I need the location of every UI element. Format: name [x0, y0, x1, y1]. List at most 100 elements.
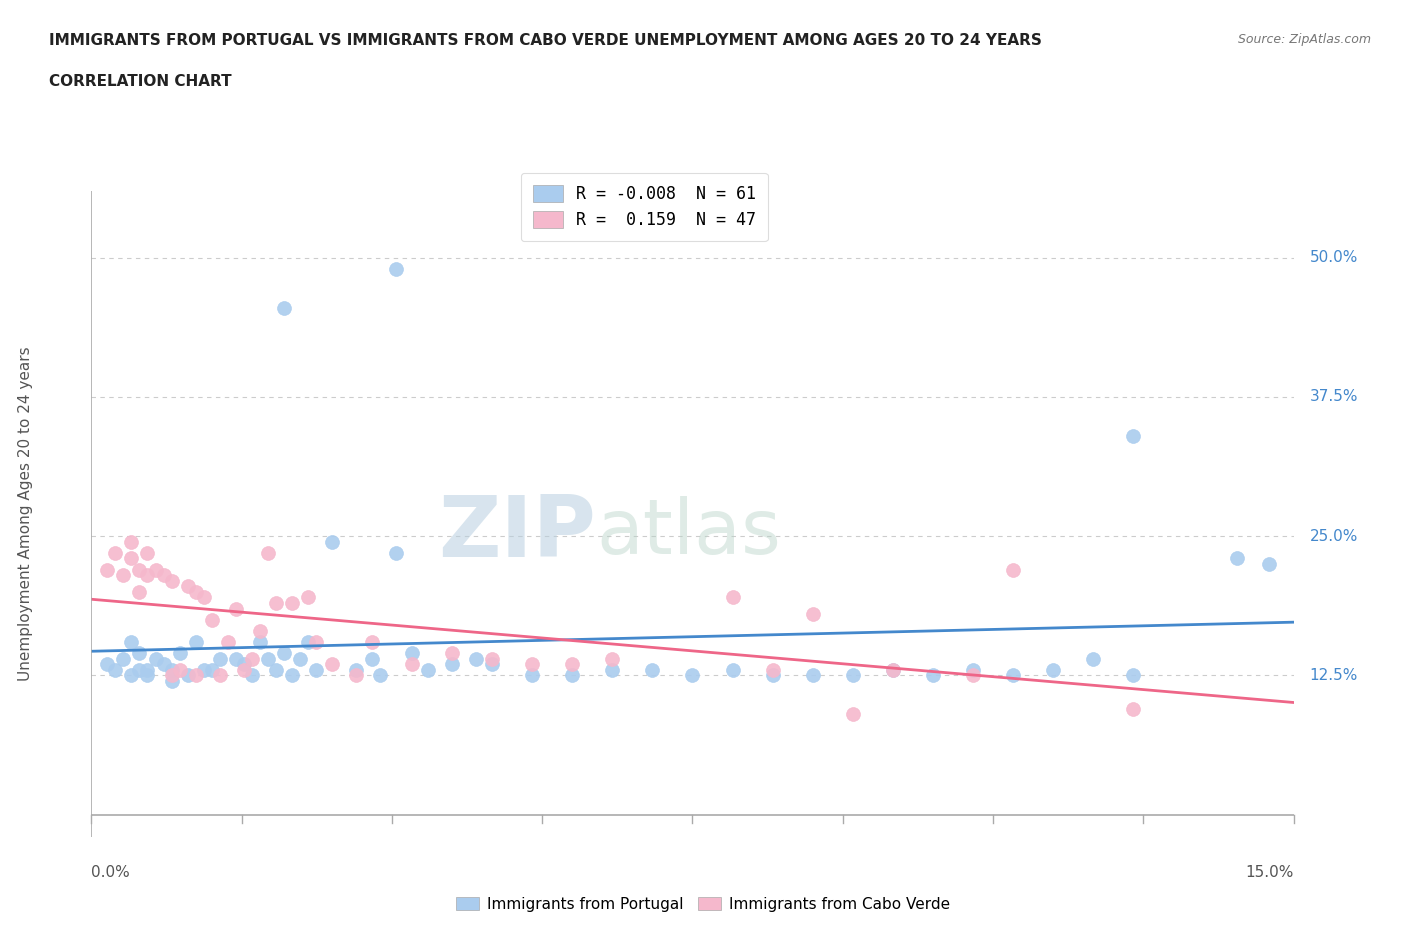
Point [112, 567, 135, 582]
Point [152, 657, 174, 671]
Point [288, 651, 311, 666]
Point [321, 534, 343, 549]
Point [273, 300, 295, 315]
Point [169, 662, 191, 677]
Point [721, 590, 744, 604]
Point [160, 573, 183, 588]
Point [401, 657, 423, 671]
Point [208, 668, 231, 683]
Point [440, 657, 463, 671]
Point [1083, 651, 1105, 666]
Point [160, 673, 183, 688]
Text: 15.0%: 15.0% [1246, 865, 1294, 880]
Text: IMMIGRANTS FROM PORTUGAL VS IMMIGRANTS FROM CABO VERDE UNEMPLOYMENT AMONG AGES 2: IMMIGRANTS FROM PORTUGAL VS IMMIGRANTS F… [49, 33, 1042, 47]
Point [145, 562, 167, 577]
Text: 12.5%: 12.5% [1309, 668, 1358, 683]
Point [201, 662, 224, 677]
Point [602, 651, 624, 666]
Point [193, 590, 215, 604]
Point [128, 645, 150, 660]
Point [225, 651, 247, 666]
Point [368, 668, 391, 683]
Point [225, 601, 247, 616]
Point [193, 662, 215, 677]
Point [360, 634, 382, 649]
Point [201, 612, 224, 627]
Point [305, 634, 328, 649]
Point [1122, 668, 1144, 683]
Point [273, 645, 295, 660]
Point [305, 662, 328, 677]
Point [136, 668, 159, 683]
Text: ZIP: ZIP [439, 492, 596, 575]
Point [1122, 701, 1144, 716]
Point [208, 651, 231, 666]
Point [281, 668, 304, 683]
Point [1001, 562, 1024, 577]
Text: 25.0%: 25.0% [1309, 528, 1358, 544]
Point [256, 545, 278, 560]
Point [249, 623, 271, 638]
Point [681, 668, 703, 683]
Point [128, 662, 150, 677]
Point [145, 651, 167, 666]
Point [522, 668, 544, 683]
Point [256, 651, 278, 666]
Point [762, 662, 785, 677]
Point [264, 595, 287, 610]
Point [360, 651, 382, 666]
Point [297, 634, 319, 649]
Point [762, 668, 785, 683]
Point [184, 584, 207, 599]
Text: 50.0%: 50.0% [1309, 250, 1358, 265]
Point [169, 645, 191, 660]
Point [96, 562, 118, 577]
Point [801, 606, 824, 621]
Point [281, 595, 304, 610]
Point [401, 645, 423, 660]
Point [385, 545, 408, 560]
Point [232, 657, 254, 671]
Point [344, 668, 367, 683]
Point [841, 668, 863, 683]
Point [104, 662, 127, 677]
Point [962, 668, 984, 683]
Point [249, 634, 271, 649]
Point [240, 668, 263, 683]
Point [128, 584, 150, 599]
Point [801, 668, 824, 683]
Point [481, 651, 503, 666]
Point [922, 668, 945, 683]
Text: 0.0%: 0.0% [91, 865, 131, 880]
Point [152, 567, 174, 582]
Point [1001, 668, 1024, 683]
Legend: R = -0.008  N = 61, R =  0.159  N = 47: R = -0.008 N = 61, R = 0.159 N = 47 [522, 173, 768, 241]
Legend: Immigrants from Portugal, Immigrants from Cabo Verde: Immigrants from Portugal, Immigrants fro… [450, 890, 956, 918]
Point [561, 657, 583, 671]
Point [104, 545, 127, 560]
Text: CORRELATION CHART: CORRELATION CHART [49, 74, 232, 89]
Point [160, 668, 183, 683]
Point [136, 545, 159, 560]
Point [176, 668, 198, 683]
Point [561, 668, 583, 683]
Point [440, 645, 463, 660]
Point [136, 567, 159, 582]
Point [1226, 551, 1249, 565]
Point [602, 662, 624, 677]
Point [416, 662, 439, 677]
Point [128, 562, 150, 577]
Point [136, 662, 159, 677]
Text: Unemployment Among Ages 20 to 24 years: Unemployment Among Ages 20 to 24 years [18, 347, 32, 681]
Point [1122, 429, 1144, 444]
Point [184, 668, 207, 683]
Point [232, 662, 254, 677]
Point [465, 651, 488, 666]
Point [112, 651, 135, 666]
Point [121, 534, 143, 549]
Point [344, 662, 367, 677]
Point [385, 261, 408, 276]
Point [321, 657, 343, 671]
Text: atlas: atlas [596, 497, 782, 570]
Point [184, 634, 207, 649]
